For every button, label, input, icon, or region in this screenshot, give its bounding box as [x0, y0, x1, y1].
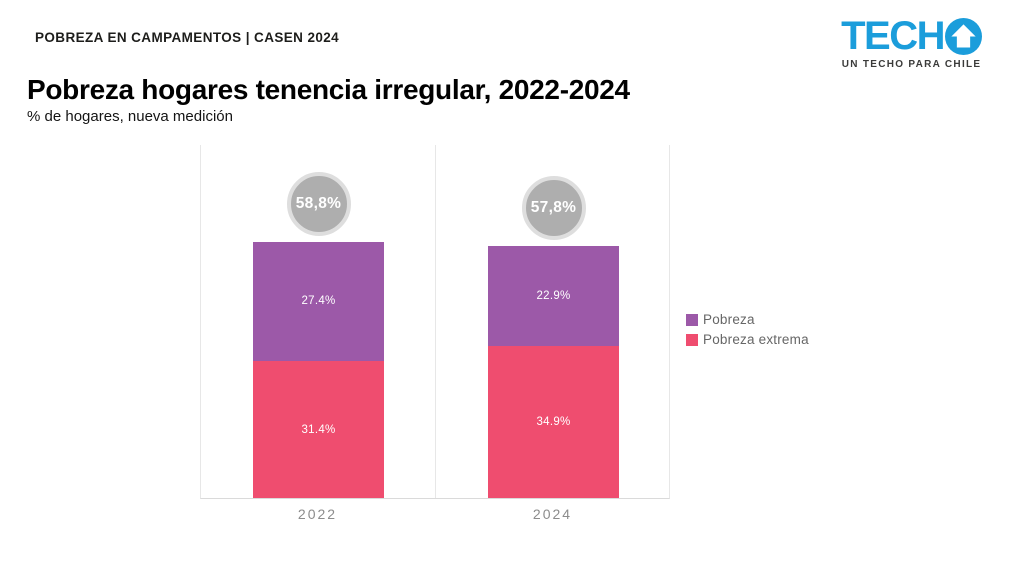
total-circle-2024: 57,8%	[521, 176, 586, 240]
bar-segment-pobreza-extrema-2024: 34.9%	[488, 345, 619, 498]
total-label-2022: 58,8%	[295, 194, 342, 212]
segment-label-pobreza-extrema-2024: 34.9%	[536, 415, 571, 428]
techo-house-icon	[945, 17, 982, 55]
legend-swatch-pobreza	[686, 313, 698, 326]
x-axis-label-2024: 2024	[532, 506, 573, 522]
bar-segment-pobreza-2024: 22.9%	[488, 246, 619, 346]
stacked-bar-2022: 27.4% 31.4%	[253, 241, 384, 498]
bar-segment-pobreza-2022: 27.4%	[253, 241, 384, 362]
techo-logo-wordmark: TECH	[841, 16, 982, 56]
legend-label-pobreza-extrema: Pobreza extrema	[703, 332, 809, 347]
legend-swatch-pobreza-extrema	[686, 333, 698, 346]
stacked-bar-2024: 22.9% 34.9%	[488, 246, 619, 498]
bar-group-2024: 57,8% 22.9% 34.9%	[488, 145, 619, 498]
legend-item-pobreza: Pobreza	[686, 312, 809, 327]
page-title: Pobreza hogares tenencia irregular, 2022…	[27, 74, 630, 105]
legend-label-pobreza: Pobreza	[703, 312, 755, 327]
category-divider-gridline	[435, 145, 436, 498]
kicker-label: POBREZA EN CAMPAMENTOS | CASEN 2024	[35, 30, 340, 45]
x-axis-label-2022: 2022	[297, 506, 338, 522]
segment-label-pobreza-2022: 27.4%	[301, 295, 336, 308]
techo-logo: TECH UN TECHO PARA CHILE	[841, 16, 982, 70]
page-subtitle: % de hogares, nueva medición	[27, 108, 233, 125]
bar-group-2022: 58,8% 27.4% 31.4%	[253, 145, 384, 498]
techo-logo-tagline: UN TECHO PARA CHILE	[841, 59, 982, 70]
segment-label-pobreza-2024: 22.9%	[536, 289, 571, 302]
chart-plot-area: 58,8% 27.4% 31.4% 57,8% 22.9% 34.9%	[200, 145, 670, 499]
techo-logo-text: TECH	[841, 14, 945, 58]
total-circle-2022: 58,8%	[286, 171, 351, 236]
bar-segment-pobreza-extrema-2022: 31.4%	[253, 361, 384, 498]
total-label-2024: 57,8%	[530, 199, 577, 216]
chart-legend: Pobreza Pobreza extrema	[686, 312, 809, 352]
segment-label-pobreza-extrema-2022: 31.4%	[301, 423, 336, 436]
legend-item-pobreza-extrema: Pobreza extrema	[686, 332, 809, 347]
